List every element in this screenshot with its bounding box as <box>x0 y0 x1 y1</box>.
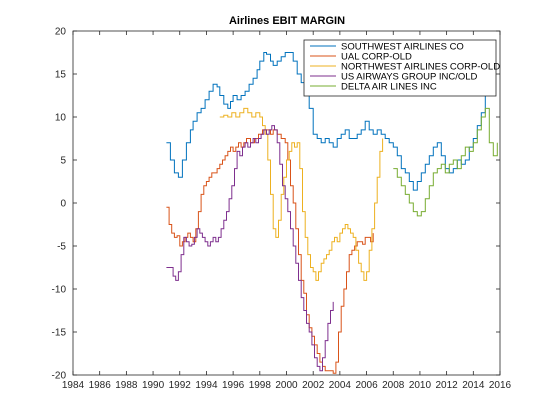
series-line-4 <box>393 107 498 217</box>
x-tick-label: 1992 <box>169 380 192 391</box>
legend-label-3: US AIRWAYS GROUP INC/OLD <box>341 71 478 82</box>
x-tick-label: 1986 <box>89 380 112 391</box>
x-tick-label: 2012 <box>436 380 459 391</box>
x-tick-label: 1996 <box>222 380 245 391</box>
series-line-1 <box>166 129 374 374</box>
x-tick-label: 1998 <box>249 380 272 391</box>
y-tick-label: -15 <box>52 328 67 339</box>
y-tick-label: 15 <box>55 70 67 81</box>
x-tick-label: 1990 <box>142 380 165 391</box>
x-tick-label: 2002 <box>302 380 325 391</box>
x-tick-label: 2014 <box>462 380 485 391</box>
x-tick-label: 2000 <box>275 380 298 391</box>
y-tick-label: 10 <box>55 113 67 124</box>
x-tick-label: 1994 <box>195 380 218 391</box>
y-tick-label: -10 <box>52 285 67 296</box>
legend-label-2: NORTHWEST AIRLINES CORP-OLD <box>341 61 500 72</box>
y-tick-label: -5 <box>57 242 66 253</box>
y-tick-label: 0 <box>60 199 66 210</box>
x-tick-label: 2010 <box>409 380 432 391</box>
series-line-0 <box>166 52 494 191</box>
x-tick-label: 2008 <box>382 380 405 391</box>
axis-ticks: 1984 1986 1988 1990 1992 1994 1996 1998 2000 2002… <box>52 27 512 392</box>
y-tick-label: 20 <box>55 27 67 38</box>
series-line-2 <box>219 107 384 281</box>
x-tick-label: 1984 <box>62 380 85 391</box>
series-line-3 <box>166 125 334 372</box>
y-tick-label: -20 <box>52 371 67 382</box>
y-tick-label: 5 <box>60 156 66 167</box>
x-tick-label: 2004 <box>329 380 352 391</box>
x-tick-label: 2006 <box>355 380 378 391</box>
series-layer <box>166 52 498 374</box>
legend-label-4: DELTA AIR LINES INC <box>341 81 437 92</box>
legend-label-0: SOUTHWEST AIRLINES CO <box>341 41 464 52</box>
legend-label-1: UAL CORP-OLD <box>341 51 412 62</box>
x-tick-label: 1988 <box>115 380 138 391</box>
legend-box <box>303 39 497 97</box>
x-tick-label: 2016 <box>489 380 512 391</box>
chart-title: Airlines EBIT MARGIN <box>229 15 345 27</box>
